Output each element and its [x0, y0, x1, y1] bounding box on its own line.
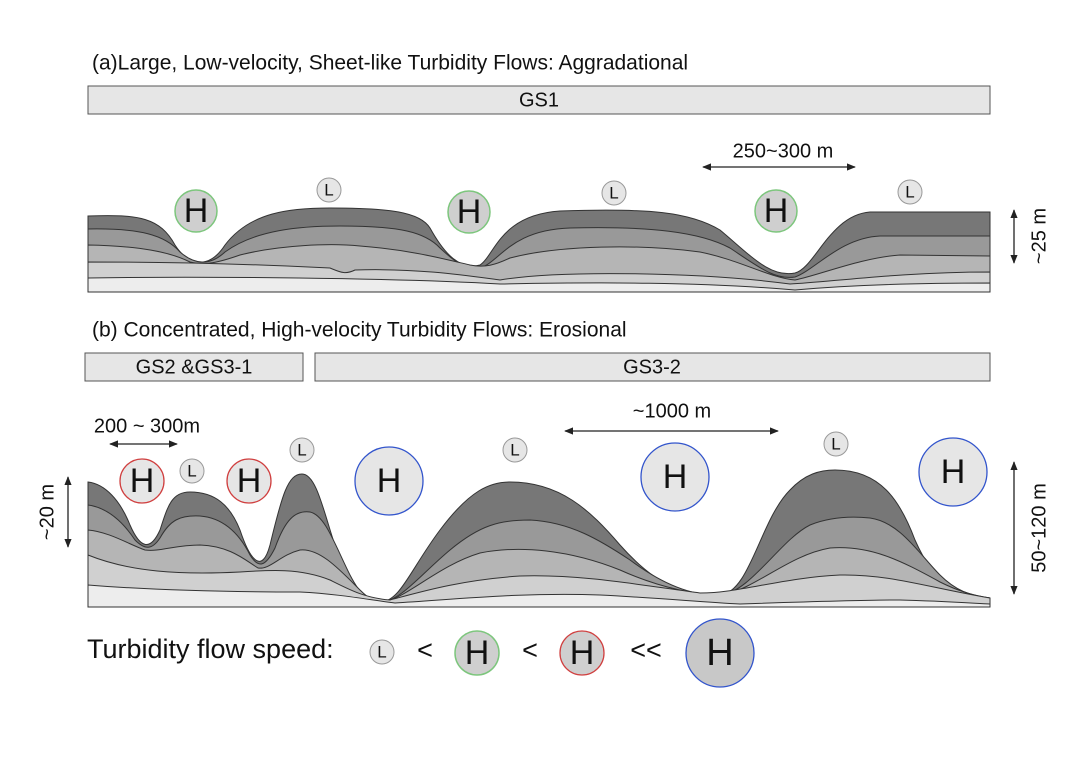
marker-label: H	[941, 453, 966, 491]
scale-label: 200 ~ 300m	[94, 415, 200, 437]
marker-label: H	[377, 462, 402, 500]
panel-title: (b) Concentrated, High-velocity Turbidit…	[92, 319, 627, 342]
marker-label: L	[297, 440, 306, 459]
panel-title: (a)Large, Low-velocity, Sheet-like Turbi…	[92, 52, 688, 75]
marker-label: H	[184, 192, 209, 230]
legend-item: <<	[630, 635, 662, 665]
marker-label: L	[831, 434, 840, 453]
legend-item: <	[417, 635, 433, 665]
scale-label: 250~300 m	[733, 140, 834, 162]
marker-label: L	[905, 182, 914, 201]
marker-label: H	[130, 462, 155, 500]
section-label: GS3-2	[623, 356, 681, 378]
marker-h	[640, 442, 710, 512]
scale-label: 50~120 m	[1028, 483, 1050, 573]
marker-l	[179, 458, 205, 484]
marker-l	[502, 437, 528, 463]
scale-label: ~25 m	[1028, 208, 1050, 264]
legend-item: H	[570, 634, 595, 672]
legend-item: H	[706, 632, 733, 674]
marker-l	[823, 431, 849, 457]
marker-label: L	[324, 180, 333, 199]
marker-label: H	[663, 458, 688, 496]
marker-l	[897, 179, 923, 205]
marker-label: H	[764, 192, 789, 230]
marker-h	[447, 190, 491, 234]
legend-marker	[685, 618, 755, 688]
marker-l	[289, 437, 315, 463]
marker-h	[174, 189, 218, 233]
scale-label: ~20 m	[36, 484, 58, 540]
marker-label: L	[609, 183, 618, 202]
marker-h	[119, 458, 165, 504]
marker-label: H	[457, 193, 482, 231]
marker-h	[354, 446, 424, 516]
strata-b	[87, 469, 991, 608]
legend-item: H	[465, 634, 490, 672]
marker-h	[226, 458, 272, 504]
marker-l	[316, 177, 342, 203]
legend-item: L	[377, 642, 386, 661]
marker-l	[601, 180, 627, 206]
section-bar	[314, 352, 991, 382]
marker-h	[754, 189, 798, 233]
scale-label: ~1000 m	[633, 400, 711, 422]
legend-marker	[369, 639, 395, 665]
section-label: GS1	[519, 89, 559, 111]
legend-marker	[559, 630, 605, 676]
marker-label: H	[237, 462, 262, 500]
legend-marker	[454, 630, 500, 676]
section-bar	[84, 352, 304, 382]
marker-label: L	[510, 440, 519, 459]
marker-label: L	[187, 461, 196, 480]
marker-h	[918, 437, 988, 507]
section-bar	[87, 85, 991, 115]
strata-a	[87, 207, 991, 293]
legend-label: Turbidity flow speed:	[87, 634, 334, 664]
legend-item: <	[522, 635, 538, 665]
section-label: GS2 &GS3-1	[136, 356, 253, 378]
